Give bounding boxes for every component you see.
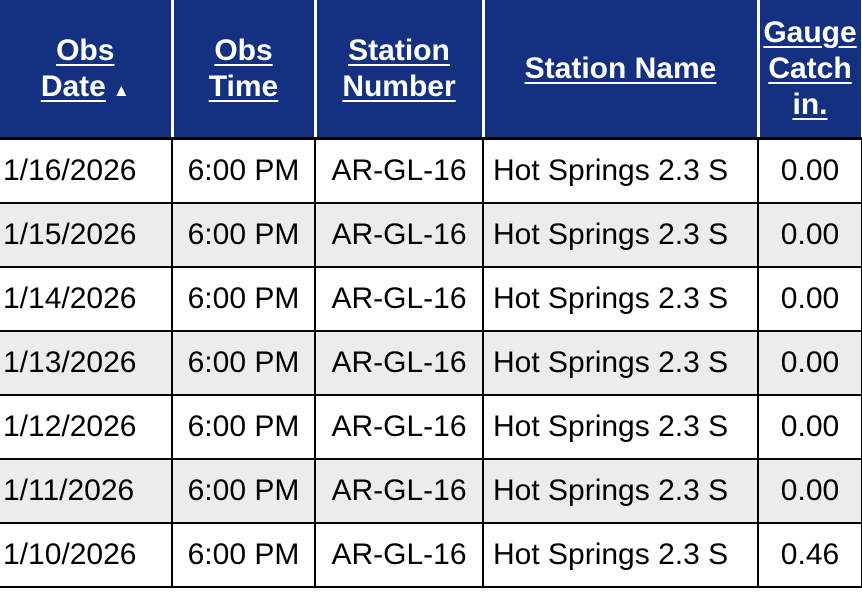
column-header-station-name[interactable]: Station Name [481,0,758,140]
obs-date-cell: 1/15/2026 [0,202,173,268]
station-name-cell: Hot Springs 2.3 S [482,266,759,332]
obs-time-cell: 6:00 PM [171,458,316,524]
column-header-obs-date[interactable]: Obs Date ▲ [0,0,172,140]
table-row: 1/13/2026 6:00 PM AR-GL-16 Hot Springs 2… [0,330,862,396]
station-name-cell: Hot Springs 2.3 S [482,458,759,524]
station-name-cell: Hot Springs 2.3 S [482,202,759,268]
column-header-gauge-catch[interactable]: Gauge Catch in. [756,0,862,140]
gauge-catch-cell: 0.00 [757,458,862,524]
station-number-cell: AR-GL-16 [314,522,484,588]
sort-ascending-icon: ▲ [112,80,130,100]
table-row: 1/15/2026 6:00 PM AR-GL-16 Hot Springs 2… [0,202,862,268]
table-row: 1/16/2026 6:00 PM AR-GL-16 Hot Springs 2… [0,137,862,204]
column-header-station-number[interactable]: Station Number [313,0,483,140]
obs-time-cell: 6:00 PM [171,330,316,396]
gauge-catch-cell: 0.00 [757,394,862,460]
station-name-cell: Hot Springs 2.3 S [482,522,759,588]
obs-time-cell: 6:00 PM [171,137,316,204]
station-number-cell: AR-GL-16 [314,202,484,268]
obs-time-cell: 6:00 PM [171,266,316,332]
gauge-catch-cell: 0.00 [757,266,862,332]
station-name-sort-link[interactable]: Station Name [524,51,717,85]
station-number-sort-link[interactable]: Station Number [342,33,456,103]
obs-time-cell: 6:00 PM [171,394,316,460]
table-row: 1/10/2026 6:00 PM AR-GL-16 Hot Springs 2… [0,522,862,588]
column-header-obs-time[interactable]: Obs Time [170,0,315,140]
obs-date-cell: 1/13/2026 [0,330,173,396]
station-name-cell: Hot Springs 2.3 S [482,394,759,460]
obs-date-cell: 1/14/2026 [0,266,173,332]
obs-time-sort-link[interactable]: Obs Time [208,33,279,103]
station-number-cell: AR-GL-16 [314,137,484,204]
gauge-catch-sort-link[interactable]: Gauge Catch in. [763,15,857,121]
station-number-cell: AR-GL-16 [314,330,484,396]
obs-time-cell: 6:00 PM [171,202,316,268]
obs-date-sort-link[interactable]: Obs Date [40,33,115,103]
station-number-cell: AR-GL-16 [314,458,484,524]
obs-date-cell: 1/11/2026 [0,458,173,524]
gauge-catch-cell: 0.00 [757,137,862,204]
gauge-catch-cell: 0.00 [757,330,862,396]
station-number-cell: AR-GL-16 [314,394,484,460]
gauge-catch-cell: 0.00 [757,202,862,268]
obs-date-cell: 1/12/2026 [0,394,173,460]
table-row: 1/11/2026 6:00 PM AR-GL-16 Hot Springs 2… [0,458,862,524]
station-name-cell: Hot Springs 2.3 S [482,137,759,204]
gauge-catch-cell: 0.46 [757,522,862,588]
table-row: 1/12/2026 6:00 PM AR-GL-16 Hot Springs 2… [0,394,862,460]
station-name-cell: Hot Springs 2.3 S [482,330,759,396]
header-row: Obs Date ▲ Obs Time Station Number Statio… [0,0,862,140]
obs-date-cell: 1/16/2026 [0,137,173,204]
obs-time-cell: 6:00 PM [171,522,316,588]
obs-date-cell: 1/10/2026 [0,522,173,588]
station-number-cell: AR-GL-16 [314,266,484,332]
table-row: 1/14/2026 6:00 PM AR-GL-16 Hot Springs 2… [0,266,862,332]
